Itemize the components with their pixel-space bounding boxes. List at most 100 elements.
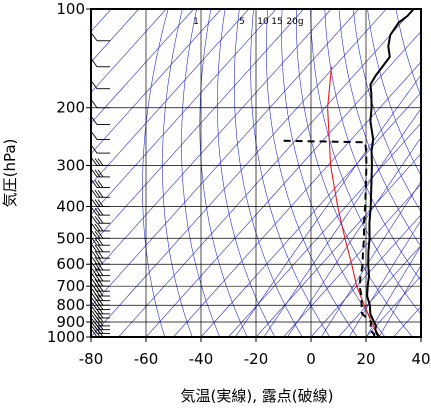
wind-barb	[91, 132, 110, 140]
wind-barb-flag	[94, 237, 101, 246]
dry-adiabat-line	[162, 9, 193, 337]
dry-adiabat-line	[217, 9, 276, 337]
wind-barb-flag	[97, 283, 104, 292]
x-tick-label: 40	[411, 350, 430, 368]
mixing-ratio-line	[378, 264, 421, 337]
wind-barb	[91, 310, 110, 319]
wind-barb	[91, 250, 110, 259]
wind-barb-flag	[97, 158, 104, 166]
x-tick-label: -80	[79, 350, 104, 368]
wind-barb	[91, 268, 110, 277]
wind-barb-flag	[91, 322, 98, 330]
wind-barb-flag	[91, 190, 98, 198]
wind-barb-flag	[94, 207, 101, 216]
wind-barb-flag	[91, 262, 98, 271]
mixing-ratio-line	[287, 137, 421, 337]
wind-barb-flag	[91, 283, 98, 292]
wind-barb-flag	[91, 33, 98, 42]
dry-adiabat-line	[367, 9, 421, 177]
mixing-ratio-label: 15	[271, 17, 282, 27]
y-axis-label: 気圧(hPa)	[1, 139, 19, 208]
wind-barb	[91, 145, 110, 154]
y-tick-label: 100	[56, 0, 85, 18]
y-tick-label: 400	[56, 197, 85, 215]
wind-barb	[91, 100, 110, 109]
wind-barb	[91, 180, 110, 188]
wind-barb	[91, 117, 110, 125]
dry-adiabat-line	[181, 9, 221, 337]
x-tick-label: -40	[189, 350, 214, 368]
wind-barb-flag	[97, 237, 104, 246]
dry-adiabat-line	[424, 9, 431, 337]
wind-barb-flag	[94, 190, 101, 198]
isotherm-line	[255, 153, 421, 337]
wind-barb-flag	[91, 310, 98, 319]
wind-barb-flag	[97, 207, 104, 216]
isotherm-line	[338, 244, 421, 337]
dry-adiabat-line	[338, 9, 421, 248]
wind-barb	[91, 59, 110, 68]
wind-barb-flag	[91, 318, 98, 327]
wind-barb-flag	[91, 297, 98, 306]
isotherm-line	[91, 9, 194, 124]
isotherm-line	[91, 9, 359, 307]
mixing-ratio-line	[263, 108, 421, 337]
wind-barb-flag	[94, 169, 101, 178]
mixing-ratio-line	[320, 181, 421, 337]
isotherm-line	[228, 122, 421, 337]
wind-barb-flag	[91, 100, 98, 108]
isotherm-line	[393, 305, 421, 337]
wind-barb	[91, 302, 110, 311]
isotherm-line	[91, 9, 304, 246]
wind-barb-flag	[94, 262, 101, 271]
reference-parcel-line	[327, 66, 381, 337]
wind-barb	[91, 223, 110, 232]
wind-barb-flag	[91, 231, 98, 239]
wind-barb-flag	[91, 278, 98, 287]
dry-adiabat-line	[352, 9, 421, 213]
isotherm-line	[200, 92, 421, 337]
wind-barb-flag	[94, 199, 101, 207]
wind-barb-flag	[91, 302, 98, 310]
wind-barb-flag	[97, 169, 104, 178]
x-tick-label: 0	[306, 350, 316, 368]
wind-barb	[91, 207, 110, 216]
wind-barb-flag	[94, 278, 101, 287]
wind-barb-flag	[97, 180, 104, 188]
wind-barb-flag	[97, 223, 104, 232]
wind-barb	[91, 244, 110, 253]
wind-barb-flag	[94, 180, 101, 188]
wind-barb-flag	[97, 190, 104, 198]
wind-barb-flag	[94, 223, 101, 232]
isotherm-line	[91, 9, 332, 277]
isotherm-line	[91, 9, 249, 185]
wind-barb-flag	[91, 244, 98, 253]
wind-barb-flag	[91, 288, 98, 297]
isotherm-line	[145, 30, 421, 337]
y-tick-label: 900	[56, 313, 85, 331]
wind-barb-flag	[94, 231, 101, 239]
wind-barb-flag	[91, 329, 98, 337]
wind-barb-flag	[91, 145, 98, 154]
wind-barb-flag	[94, 215, 101, 224]
y-tick-label: 1000	[47, 328, 85, 346]
wind-barb-flag	[91, 180, 98, 188]
wind-barb-flag	[96, 9, 97, 10]
wind-barb-flag	[91, 237, 98, 246]
y-tick-label: 300	[56, 156, 85, 174]
wind-barb	[91, 273, 110, 282]
wind-barb-flag	[97, 244, 104, 253]
x-tick-label: -60	[134, 350, 159, 368]
isotherm-line	[283, 183, 421, 337]
x-tick-label: 20	[356, 350, 375, 368]
wind-barb-flag	[91, 273, 98, 282]
wind-barb	[91, 283, 110, 292]
x-axis-label: 気温(実線), 露点(破線)	[181, 387, 334, 405]
mixing-ratio-line	[235, 74, 421, 337]
isotherm-line	[173, 61, 421, 337]
wind-barb-flag	[97, 250, 104, 259]
dry-adiabat-line	[199, 9, 248, 337]
isotherm-line	[91, 9, 387, 337]
